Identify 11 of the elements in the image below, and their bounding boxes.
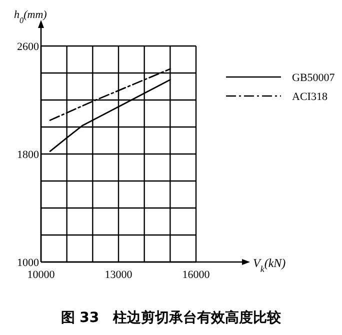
y-tick-label: 1800: [17, 149, 40, 161]
x-axis-title: V$_{k}$(kN): [253, 256, 286, 274]
legend-label: ACI318: [292, 91, 328, 103]
y-tick-label: 2600: [17, 41, 40, 53]
legend-label: GB50007: [292, 72, 336, 84]
text: 图 33 柱边剪切承台有效高度比较: [60, 309, 282, 326]
x-tick-label: 10000: [27, 269, 56, 281]
y-tick-label: 1000: [17, 257, 40, 269]
x-tick-label: 16000: [182, 269, 210, 281]
y-axis-title: h$_{0}$(mm): [14, 9, 48, 24]
x-tick-label: 13000: [104, 269, 133, 281]
